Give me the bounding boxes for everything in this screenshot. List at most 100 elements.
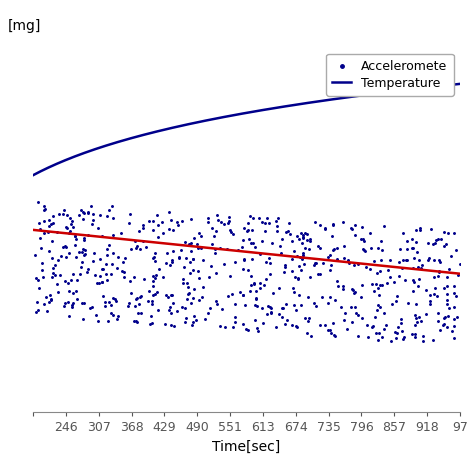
Point bbox=[374, 269, 381, 277]
Point bbox=[164, 293, 172, 301]
Point bbox=[327, 262, 334, 269]
Point bbox=[443, 273, 451, 280]
Point bbox=[49, 273, 56, 281]
Point bbox=[71, 232, 79, 240]
Point bbox=[73, 236, 80, 243]
Point bbox=[170, 227, 177, 234]
Point bbox=[165, 307, 173, 314]
Point bbox=[359, 235, 366, 242]
Point bbox=[244, 266, 252, 274]
Point bbox=[120, 273, 128, 281]
Point bbox=[314, 270, 322, 278]
Point bbox=[186, 258, 194, 266]
Point bbox=[265, 254, 273, 262]
Point bbox=[435, 272, 442, 280]
Point bbox=[386, 273, 393, 280]
Point bbox=[374, 301, 382, 309]
Point bbox=[307, 236, 314, 243]
Point bbox=[283, 316, 291, 323]
Point bbox=[33, 298, 41, 306]
Point bbox=[396, 258, 403, 266]
Point bbox=[409, 276, 417, 283]
Point bbox=[369, 322, 376, 330]
Point bbox=[304, 318, 311, 325]
Point bbox=[146, 320, 154, 328]
Point bbox=[250, 280, 258, 288]
Point bbox=[96, 272, 103, 279]
Point bbox=[185, 240, 192, 248]
Point bbox=[81, 235, 88, 242]
Point bbox=[412, 314, 419, 322]
Point bbox=[450, 282, 458, 290]
Point bbox=[206, 304, 214, 312]
Point bbox=[402, 256, 410, 264]
Point bbox=[256, 279, 264, 287]
Point bbox=[344, 256, 352, 264]
Point bbox=[348, 285, 356, 292]
Point bbox=[244, 226, 251, 234]
Point bbox=[434, 309, 442, 317]
Point bbox=[358, 235, 365, 243]
Point bbox=[221, 323, 229, 330]
Point bbox=[42, 205, 49, 212]
Point bbox=[134, 309, 142, 316]
Point bbox=[380, 310, 388, 317]
Point bbox=[276, 242, 283, 250]
Point bbox=[180, 264, 188, 271]
Point bbox=[95, 318, 102, 325]
Point bbox=[242, 325, 250, 333]
Point bbox=[235, 246, 242, 254]
Point bbox=[400, 333, 408, 340]
Point bbox=[368, 281, 376, 288]
Point bbox=[167, 310, 175, 317]
Point bbox=[77, 206, 85, 214]
Point bbox=[125, 299, 132, 307]
Point bbox=[214, 211, 221, 219]
Point bbox=[451, 303, 458, 311]
Point bbox=[59, 210, 66, 218]
Point bbox=[78, 248, 85, 256]
Point bbox=[354, 311, 362, 319]
Point bbox=[166, 262, 173, 269]
Point bbox=[333, 277, 341, 285]
Point bbox=[46, 292, 54, 299]
Point bbox=[238, 243, 246, 251]
Point bbox=[440, 242, 448, 250]
Point bbox=[251, 280, 258, 287]
Point bbox=[408, 245, 415, 252]
Point bbox=[291, 247, 298, 255]
Point bbox=[45, 247, 52, 255]
Point bbox=[244, 219, 252, 226]
Point bbox=[288, 237, 295, 245]
Point bbox=[218, 306, 225, 313]
Point bbox=[279, 304, 286, 312]
Point bbox=[452, 292, 459, 300]
Point bbox=[239, 236, 247, 243]
Point bbox=[374, 336, 382, 344]
Point bbox=[324, 326, 332, 334]
Point bbox=[77, 263, 84, 271]
Point bbox=[316, 321, 323, 328]
Point bbox=[410, 264, 417, 272]
Point bbox=[249, 214, 256, 221]
Point bbox=[133, 242, 140, 250]
Point bbox=[187, 239, 195, 246]
Point bbox=[293, 252, 301, 260]
Point bbox=[188, 321, 196, 328]
Point bbox=[239, 291, 247, 299]
Point bbox=[195, 296, 203, 304]
Point bbox=[382, 321, 390, 329]
Point bbox=[182, 238, 189, 246]
Point bbox=[251, 243, 259, 250]
Point bbox=[49, 212, 56, 220]
Point bbox=[432, 236, 440, 244]
Point bbox=[283, 300, 290, 308]
Point bbox=[45, 217, 53, 224]
Point bbox=[75, 249, 83, 256]
Point bbox=[301, 260, 308, 267]
Point bbox=[65, 312, 73, 320]
Point bbox=[151, 291, 158, 298]
Point bbox=[190, 255, 197, 263]
Point bbox=[51, 271, 59, 279]
Point bbox=[154, 233, 162, 241]
